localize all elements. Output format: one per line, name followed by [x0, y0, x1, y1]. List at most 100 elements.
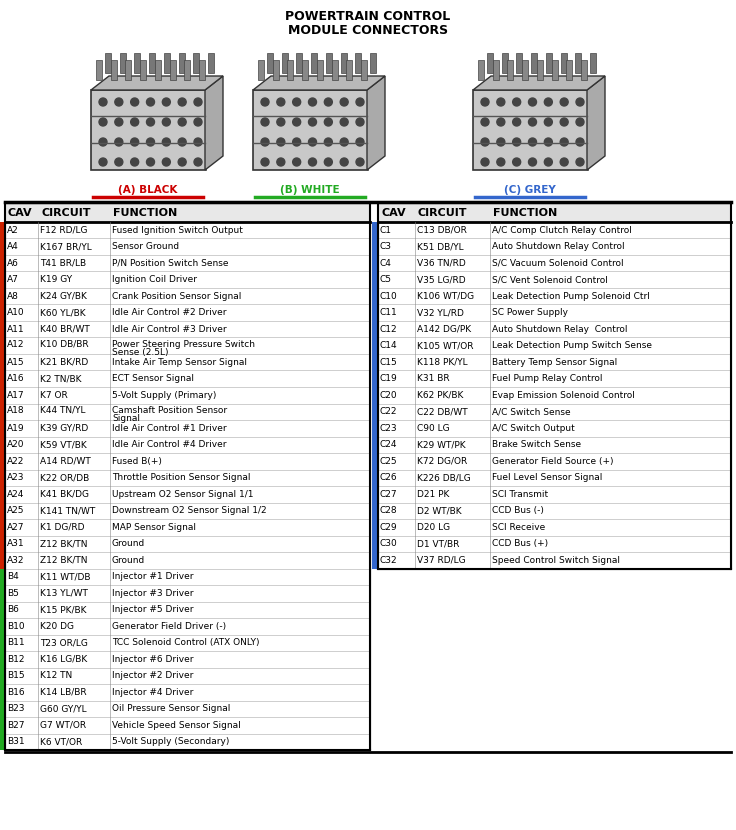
Circle shape	[308, 138, 316, 146]
Bar	[0, 602, 4, 701]
Text: C26: C26	[380, 473, 397, 482]
Text: D2 WT/BK: D2 WT/BK	[417, 506, 461, 515]
Text: C27: C27	[380, 490, 397, 499]
Text: Auto Shutdown Relay Control: Auto Shutdown Relay Control	[492, 242, 625, 251]
Text: K51 DB/YL: K51 DB/YL	[417, 242, 464, 251]
Text: Signal: Signal	[112, 414, 140, 423]
Text: SCI Transmit: SCI Transmit	[492, 490, 548, 499]
Text: C11: C11	[380, 308, 397, 317]
Text: K10 DB/BR: K10 DB/BR	[40, 339, 88, 349]
Text: C4: C4	[380, 259, 392, 268]
Text: C23: C23	[380, 424, 397, 432]
Text: K6 VT/OR: K6 VT/OR	[40, 737, 82, 746]
Text: K16 LG/BK: K16 LG/BK	[40, 655, 88, 664]
Text: (A) BLACK: (A) BLACK	[118, 185, 177, 195]
Circle shape	[131, 98, 138, 106]
Bar	[551, 60, 558, 80]
Text: K24 GY/BK: K24 GY/BK	[40, 292, 87, 300]
Text: K72 DG/OR: K72 DG/OR	[417, 457, 467, 466]
Text: ECT Sensor Signal: ECT Sensor Signal	[112, 374, 194, 383]
Bar	[184, 60, 191, 80]
Circle shape	[560, 158, 568, 166]
Bar	[125, 60, 132, 80]
Text: (C) GREY: (C) GREY	[504, 185, 556, 195]
Text: MAP Sensor Signal: MAP Sensor Signal	[112, 523, 196, 532]
Text: C29: C29	[380, 523, 397, 532]
Text: Fuel Level Sensor Signal: Fuel Level Sensor Signal	[492, 473, 602, 482]
Circle shape	[576, 158, 584, 166]
Text: V37 RD/LG: V37 RD/LG	[417, 556, 466, 564]
Circle shape	[528, 118, 537, 126]
Text: C20: C20	[380, 391, 397, 400]
Text: Idle Air Control #1 Driver: Idle Air Control #1 Driver	[112, 424, 227, 432]
Circle shape	[560, 118, 568, 126]
Text: 5-Volt Supply (Primary): 5-Volt Supply (Primary)	[112, 391, 216, 400]
Text: SCI Receive: SCI Receive	[492, 523, 545, 532]
Text: A27: A27	[7, 523, 24, 532]
Bar	[517, 53, 523, 73]
Circle shape	[560, 138, 568, 146]
Text: C1: C1	[380, 226, 392, 235]
Text: K15 PK/BK: K15 PK/BK	[40, 605, 87, 614]
Text: A8: A8	[7, 292, 19, 300]
Text: C3: C3	[380, 242, 392, 251]
Text: D20 LG: D20 LG	[417, 523, 450, 532]
Circle shape	[99, 158, 107, 166]
Text: C12: C12	[380, 325, 397, 334]
Text: B10: B10	[7, 622, 24, 631]
Polygon shape	[587, 76, 605, 170]
Text: TCC Solenoid Control (ATX ONLY): TCC Solenoid Control (ATX ONLY)	[112, 638, 260, 647]
Text: A19: A19	[7, 424, 24, 432]
Text: A14 RD/WT: A14 RD/WT	[40, 457, 91, 466]
Circle shape	[481, 158, 489, 166]
Text: C10: C10	[380, 292, 397, 300]
Bar	[478, 60, 484, 80]
Text: A6: A6	[7, 259, 19, 268]
Circle shape	[277, 98, 285, 106]
Text: K167 BR/YL: K167 BR/YL	[40, 242, 92, 251]
Circle shape	[194, 98, 202, 106]
Polygon shape	[205, 76, 223, 170]
Circle shape	[277, 118, 285, 126]
Text: A/C Switch Sense: A/C Switch Sense	[492, 408, 570, 417]
Text: A31: A31	[7, 540, 24, 549]
Text: A25: A25	[7, 506, 24, 515]
Circle shape	[325, 138, 333, 146]
Text: Injector #6 Driver: Injector #6 Driver	[112, 655, 194, 664]
Bar	[273, 60, 279, 80]
Circle shape	[115, 138, 123, 146]
Text: A20: A20	[7, 440, 24, 449]
Circle shape	[481, 138, 489, 146]
Text: A142 DG/PK: A142 DG/PK	[417, 325, 471, 334]
Text: Throttle Position Sensor Signal: Throttle Position Sensor Signal	[112, 473, 250, 482]
Bar	[5, 222, 370, 750]
Text: K21 BK/RD: K21 BK/RD	[40, 358, 88, 367]
Text: K1 DG/RD: K1 DG/RD	[40, 523, 85, 532]
Text: B15: B15	[7, 671, 24, 681]
Circle shape	[481, 118, 489, 126]
Text: A10: A10	[7, 308, 24, 317]
Text: K2 TN/BK: K2 TN/BK	[40, 374, 82, 383]
Circle shape	[178, 158, 186, 166]
Polygon shape	[473, 76, 605, 90]
Circle shape	[497, 138, 505, 146]
Text: K19 GY: K19 GY	[40, 276, 72, 284]
Text: K106 WT/DG: K106 WT/DG	[417, 292, 474, 300]
Circle shape	[163, 138, 170, 146]
Text: K141 TN/WT: K141 TN/WT	[40, 506, 95, 515]
Circle shape	[261, 158, 269, 166]
Circle shape	[340, 118, 348, 126]
Text: Ground: Ground	[112, 556, 145, 564]
Text: Speed Control Switch Signal: Speed Control Switch Signal	[492, 556, 620, 564]
Text: P/N Position Switch Sense: P/N Position Switch Sense	[112, 259, 228, 268]
Text: C32: C32	[380, 556, 397, 564]
Circle shape	[178, 138, 186, 146]
Text: 5-Volt Supply (Secondary): 5-Volt Supply (Secondary)	[112, 737, 230, 746]
Circle shape	[528, 98, 537, 106]
Circle shape	[340, 98, 348, 106]
Text: B11: B11	[7, 638, 24, 647]
Text: CIRCUIT: CIRCUIT	[41, 208, 91, 217]
Circle shape	[513, 98, 520, 106]
Bar	[502, 53, 508, 73]
Bar	[0, 222, 4, 569]
